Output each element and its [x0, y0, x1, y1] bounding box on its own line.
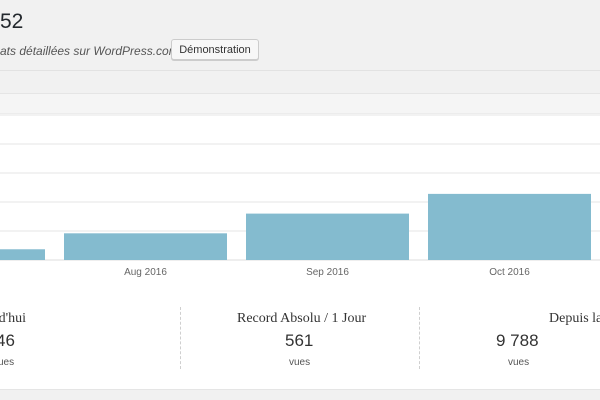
- summary-stats: rd'hui 46 ues Record Absolu / 1 Jour 561…: [0, 295, 600, 390]
- chart-bar-oct-2016[interactable]: [428, 193, 591, 260]
- header-separator: [0, 70, 600, 71]
- chart-x-tick-label: Aug 2016: [124, 267, 167, 278]
- stat-since-unit: vues: [508, 357, 530, 368]
- stat-record-value: 561: [285, 331, 314, 350]
- stat-record-label: Record Absolu / 1 Jour: [237, 311, 367, 326]
- chart-x-tick-label: Oct 2016: [489, 267, 530, 278]
- stat-today: rd'hui 46 ues: [0, 295, 180, 390]
- chart-bar-sep-2016[interactable]: [246, 213, 409, 260]
- card-top-strip: [0, 94, 600, 114]
- page-title: 52: [0, 10, 24, 33]
- demonstration-button[interactable]: Démonstration: [171, 39, 259, 60]
- stat-divider: [180, 307, 181, 369]
- stat-record: Record Absolu / 1 Jour 561 vues: [181, 295, 419, 390]
- chart-bar-aug-2016[interactable]: [64, 233, 227, 260]
- stat-today-label: rd'hui: [0, 311, 27, 326]
- stat-today-unit: ues: [0, 357, 15, 368]
- stat-since-value: 9 788: [496, 331, 539, 350]
- stat-today-value: 46: [0, 331, 15, 350]
- stat-since: Depuis la 9 788 vues: [420, 295, 600, 390]
- stat-since-label: Depuis la: [549, 311, 600, 326]
- chart-bar-jul-2016[interactable]: [0, 249, 45, 260]
- stat-record-unit: vues: [289, 357, 311, 368]
- views-bar-chart: Aug 2016 Sep 2016 Oct 2016: [0, 114, 600, 278]
- chart-x-tick-label: Sep 2016: [306, 267, 349, 278]
- stats-card: Aug 2016 Sep 2016 Oct 2016: [0, 93, 600, 390]
- stats-notice-text: ats détaillées sur WordPress.com?: [0, 44, 186, 58]
- stat-divider: [419, 307, 420, 369]
